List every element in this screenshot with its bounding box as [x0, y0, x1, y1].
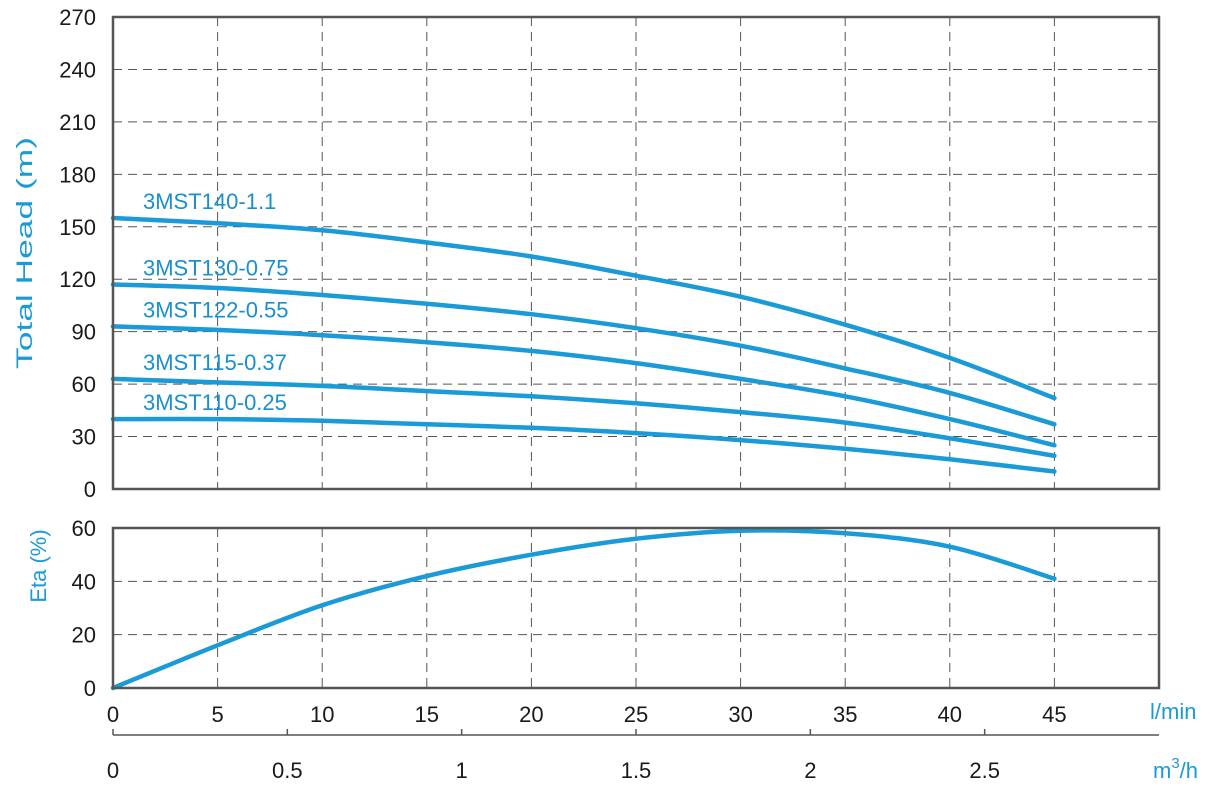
- x-tick-label-lmin: 25: [624, 702, 648, 727]
- head-y-tick-label: 210: [59, 110, 96, 135]
- head-curve: [110, 282, 1057, 427]
- head-y-tick-label: 30: [72, 425, 96, 450]
- x-tick-label-m3h: 2: [804, 758, 816, 783]
- x-tick-label-lmin: 15: [415, 702, 439, 727]
- x-unit-m3h: m3/h: [1153, 755, 1198, 783]
- head-y-tick-label: 240: [59, 57, 96, 82]
- plot-frames: [111, 15, 1161, 690]
- head-curve: [110, 215, 1057, 401]
- curves: [110, 215, 1057, 691]
- x-tick-label-lmin: 35: [833, 702, 857, 727]
- eta-y-axis-title: Eta (%): [26, 529, 51, 602]
- series-label: 3MST140-1.1: [143, 189, 276, 214]
- head-y-tick-label: 0: [84, 477, 96, 502]
- x-tick-label-lmin: 0: [107, 702, 119, 727]
- x-tick-label-m3h: 0: [107, 758, 119, 783]
- x-tick-label-lmin: 45: [1042, 702, 1066, 727]
- head-y-tick-label: 150: [59, 215, 96, 240]
- eta-curve: [110, 528, 1057, 691]
- series-label: 3MST130-0.75: [143, 255, 289, 280]
- series-label: 3MST110-0.25: [143, 390, 287, 415]
- eta-y-tick-label: 0: [84, 676, 96, 701]
- text-layer: Total Head (m) Eta (%) l/min m3/h 0 30 60 9…: [12, 5, 1198, 783]
- x-tick-label-m3h: 1: [456, 758, 468, 783]
- eta-y-tick-label: 20: [72, 623, 96, 648]
- eta-y-tick-label: 60: [72, 516, 96, 541]
- head-y-tick-label: 120: [59, 267, 96, 292]
- eta-plot-frame: [111, 526, 1161, 690]
- x-tick-label-lmin: 30: [728, 702, 752, 727]
- x-tick-label-m3h: 0.5: [272, 758, 303, 783]
- x-tick-label-m3h: 1.5: [621, 758, 652, 783]
- series-label: 3MST115-0.37: [143, 350, 287, 375]
- head-y-tick-label: 90: [72, 320, 96, 345]
- x-tick-label-lmin: 20: [519, 702, 543, 727]
- x-tick-label-lmin: 40: [938, 702, 962, 727]
- head-y-axis-title: Total Head (m): [12, 137, 37, 369]
- x-tick-label-m3h: 2.5: [969, 758, 1000, 783]
- head-curve: [110, 376, 1057, 459]
- x-tick-label-lmin: 5: [211, 702, 223, 727]
- head-y-tick-label: 270: [59, 5, 96, 30]
- head-curve: [110, 416, 1057, 474]
- head-plot-frame: [111, 15, 1161, 491]
- x-unit-lmin: l/min: [1150, 699, 1196, 724]
- head-y-tick-label: 180: [59, 162, 96, 187]
- eta-y-tick-label: 40: [72, 569, 96, 594]
- head-curve: [110, 324, 1057, 448]
- series-label: 3MST122-0.55: [143, 297, 289, 322]
- x-tick-label-lmin: 10: [310, 702, 334, 727]
- head-y-tick-label: 60: [72, 372, 96, 397]
